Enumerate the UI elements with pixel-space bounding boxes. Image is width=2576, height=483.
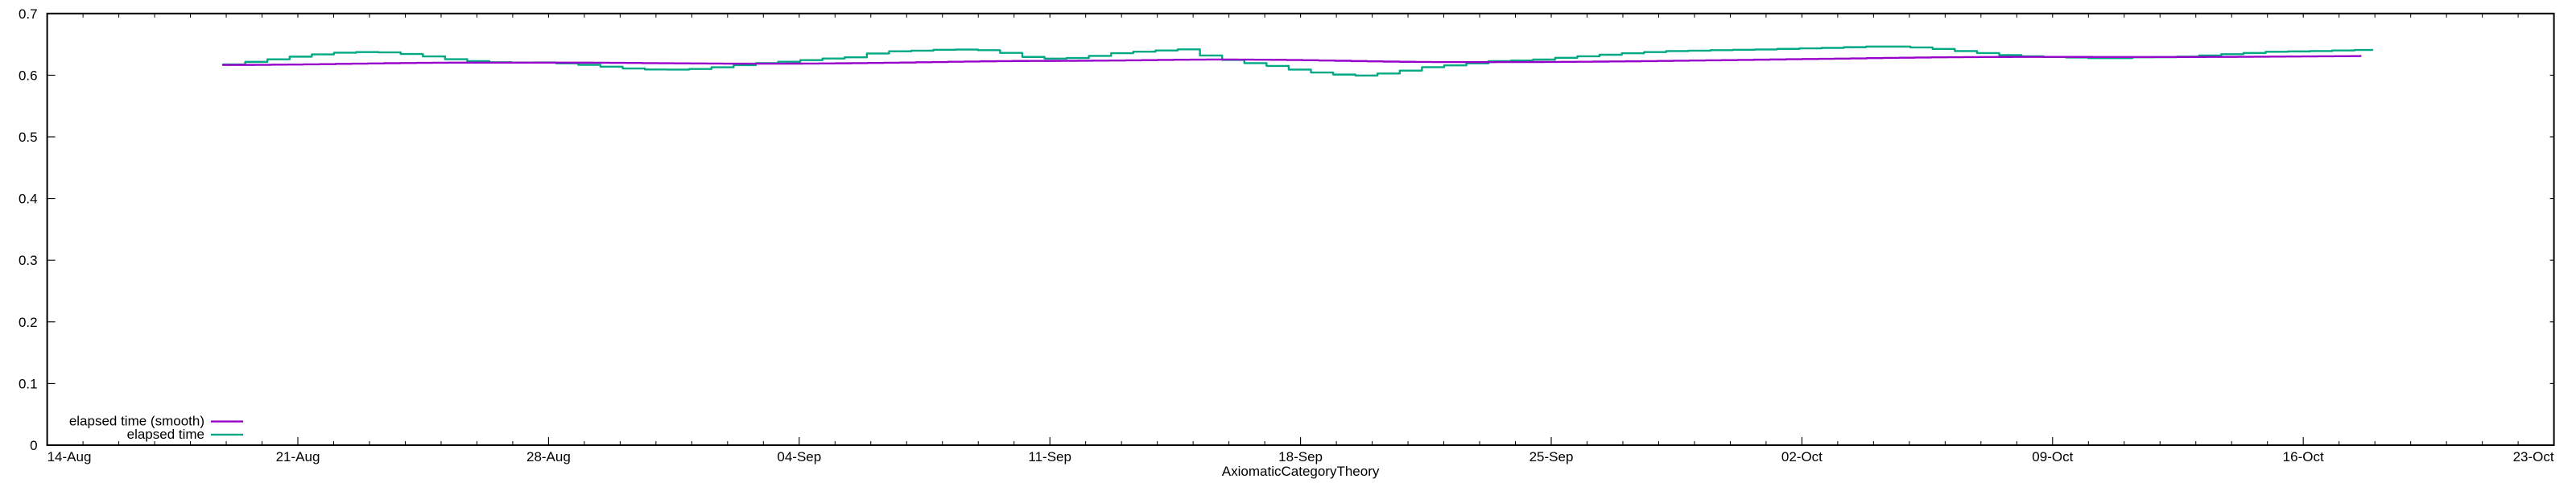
- svg-text:21-Aug: 21-Aug: [276, 449, 320, 464]
- svg-text:0.5: 0.5: [19, 130, 38, 145]
- svg-text:0.4: 0.4: [19, 192, 38, 207]
- svg-text:0.2: 0.2: [19, 315, 38, 330]
- svg-text:25-Sep: 25-Sep: [1530, 449, 1574, 464]
- svg-text:18-Sep: 18-Sep: [1278, 449, 1323, 464]
- svg-text:28-Aug: 28-Aug: [526, 449, 571, 464]
- svg-text:11-Sep: 11-Sep: [1028, 449, 1071, 464]
- svg-text:09-Oct: 09-Oct: [2032, 449, 2073, 464]
- svg-text:0.1: 0.1: [19, 376, 38, 391]
- svg-text:AxiomaticCategoryTheory: AxiomaticCategoryTheory: [1222, 464, 1380, 479]
- svg-text:04-Sep: 04-Sep: [777, 449, 821, 464]
- svg-text:02-Oct: 02-Oct: [1781, 449, 1823, 464]
- svg-text:14-Aug: 14-Aug: [47, 449, 92, 464]
- svg-text:0.6: 0.6: [19, 68, 38, 83]
- svg-text:0.3: 0.3: [19, 253, 38, 268]
- svg-text:0.7: 0.7: [19, 6, 38, 22]
- svg-text:16-Oct: 16-Oct: [2283, 449, 2324, 464]
- svg-text:23-Oct: 23-Oct: [2513, 449, 2554, 464]
- svg-text:0: 0: [30, 438, 37, 453]
- svg-text:elapsed time: elapsed time: [127, 427, 204, 442]
